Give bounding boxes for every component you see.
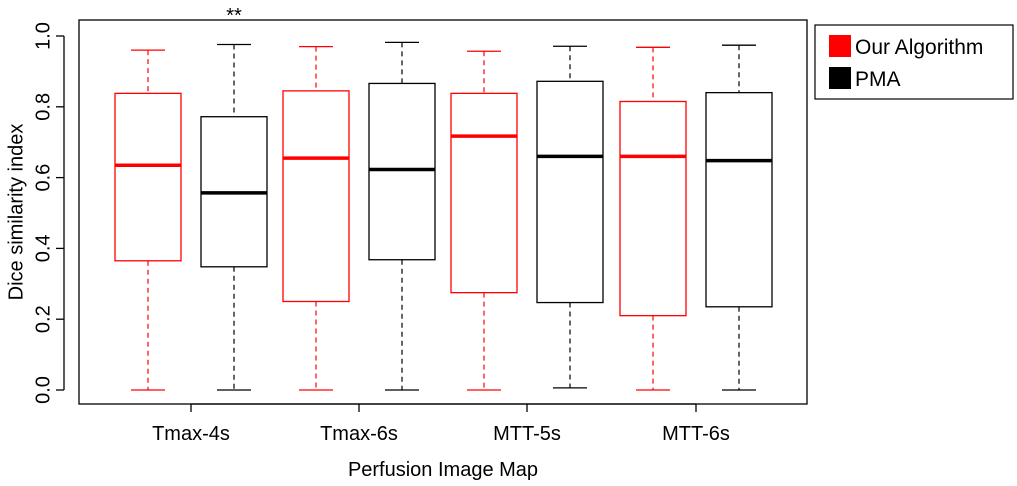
- y-tick-label: 0.4: [32, 234, 54, 262]
- box-our-algorithm-mtt-5s: [450, 50, 518, 391]
- x-tick-label: MTT-6s: [662, 423, 730, 445]
- box-pma-tmax-4s: [200, 43, 268, 391]
- box-pma-tmax-6s: [368, 41, 436, 391]
- x-tick-label: MTT-5s: [493, 423, 561, 445]
- x-tick-label: Tmax-6s: [320, 423, 398, 445]
- y-tick-label: 0.8: [32, 93, 54, 121]
- x-axis: Tmax-4s Tmax-6s MTT-5s MTT-6s: [152, 403, 730, 445]
- legend-label-our-algorithm: Our Algorithm: [855, 36, 983, 59]
- legend: Our Algorithm PMA: [814, 24, 1014, 100]
- iqr-box: [619, 100, 687, 317]
- box-our-algorithm-mtt-6s: [619, 46, 687, 391]
- iqr-box: [705, 91, 773, 308]
- y-tick-label: 0.2: [32, 305, 54, 333]
- x-tick-label: Tmax-4s: [152, 423, 230, 445]
- y-axis-label: Dice similarity index: [5, 124, 27, 301]
- box-pma-mtt-5s: [536, 45, 604, 389]
- significance-marker: **: [226, 5, 242, 27]
- box-our-algorithm-tmax-6s: [282, 45, 350, 391]
- legend-swatch-pma: [829, 67, 851, 89]
- iqr-box: [282, 90, 350, 303]
- iqr-box: [114, 92, 182, 262]
- y-axis: 0.0 0.2 0.4 0.6 0.8 1.0: [32, 22, 65, 404]
- legend-swatch-our-algorithm: [829, 35, 851, 57]
- box-pma-mtt-6s: [705, 44, 773, 391]
- y-tick-label: 1.0: [32, 22, 54, 50]
- iqr-box: [536, 80, 604, 304]
- iqr-box: [450, 92, 518, 294]
- box-series-group: [114, 41, 773, 391]
- box-our-algorithm-tmax-4s: [114, 49, 182, 391]
- y-tick-label: 0.0: [32, 376, 54, 404]
- x-axis-label: Perfusion Image Map: [348, 459, 538, 481]
- iqr-box: [368, 82, 436, 261]
- y-tick-label: 0.6: [32, 164, 54, 192]
- legend-label-pma: PMA: [855, 68, 901, 91]
- significance-annotations: **: [226, 5, 242, 27]
